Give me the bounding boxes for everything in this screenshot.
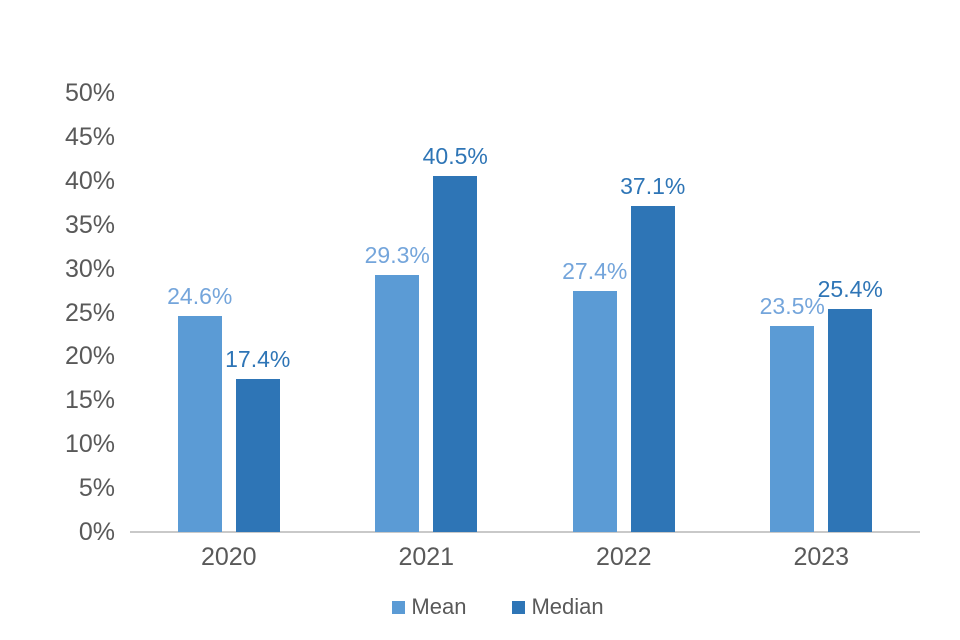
y-axis-tick-label: 50%	[64, 79, 115, 107]
legend-label-median: Median	[531, 594, 604, 619]
x-axis-category-label: 2022	[595, 543, 652, 571]
y-axis-tick-label: 40%	[64, 166, 115, 195]
bar-median-2023	[828, 309, 873, 532]
legend-item-mean: Mean	[392, 594, 466, 620]
y-axis-tick-label: 5%	[78, 474, 115, 503]
data-label-mean-2020: 24.6%	[167, 283, 233, 309]
y-axis-tick-label: 30%	[64, 254, 115, 283]
y-axis-tick-label: 0%	[78, 518, 115, 546]
bar-mean-2022	[572, 291, 617, 532]
data-label-mean-2021: 29.3%	[364, 242, 430, 268]
data-label-median-2021: 40.5%	[422, 143, 488, 169]
y-axis-tick-label: 35%	[64, 210, 115, 239]
y-axis-tick-label: 25%	[64, 298, 115, 327]
legend-swatch-median	[512, 600, 526, 614]
legend-item-median: Median	[512, 594, 604, 620]
x-axis-line	[130, 531, 920, 533]
data-label-median-2022: 37.1%	[620, 173, 686, 199]
bar-mean-2021	[375, 275, 420, 532]
bar-mean-2023	[770, 326, 815, 532]
y-axis-tick-label: 15%	[64, 386, 115, 415]
bar-median-2021	[433, 176, 478, 532]
y-axis-tick-label: 20%	[64, 342, 115, 371]
bar-mean-2020	[177, 316, 222, 532]
legend-label-mean: Mean	[411, 594, 467, 619]
x-axis-category-label: 2021	[398, 543, 455, 571]
bar-median-2022	[630, 206, 675, 532]
y-axis-tick-label: 10%	[64, 430, 115, 459]
data-label-median-2020: 17.4%	[225, 346, 291, 372]
x-axis-category-label: 2023	[793, 543, 850, 571]
y-axis-tick-label: 45%	[64, 122, 115, 151]
legend-swatch-mean	[392, 600, 406, 614]
data-label-mean-2022: 27.4%	[562, 258, 628, 284]
legend: Mean Median	[0, 594, 960, 620]
data-label-median-2023: 25.4%	[817, 276, 883, 302]
x-axis-category-label: 2020	[200, 543, 257, 571]
data-label-mean-2023: 23.5%	[759, 293, 825, 319]
bar-median-2020	[235, 379, 280, 532]
